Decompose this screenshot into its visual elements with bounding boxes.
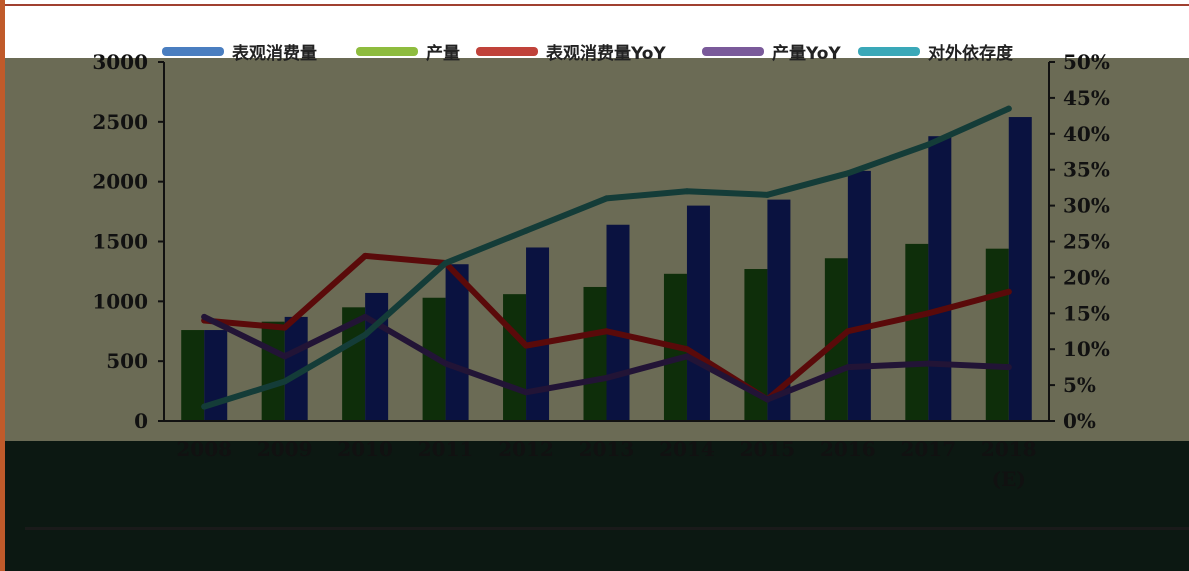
x-tick-label-2014: 2014 (659, 437, 715, 461)
point-import-dependence-2018 (1005, 105, 1012, 112)
left-tick-label-0: 0 (134, 409, 148, 433)
point-import-dependence-2015 (764, 191, 771, 198)
x-axis-ticks: 2008 2009 2010 2011 2012 2013 2014 2015 2016 2017… (176, 437, 1036, 491)
legend-swatch-production-yoy (702, 47, 764, 56)
bar-apparent-consumption-2018 (1008, 117, 1032, 422)
right-tick-label-4: 20% (1063, 265, 1110, 289)
point-production-yoy-2009 (281, 353, 288, 360)
x-tick-label-2010: 2010 (337, 437, 393, 461)
point-production-yoy-2018 (1005, 364, 1012, 371)
right-tick-label-6: 30% (1063, 194, 1110, 218)
bar-apparent-consumption-2012 (526, 247, 550, 421)
bottom-background (5, 441, 1189, 571)
bar-production-2015 (744, 269, 768, 421)
legend-label-import-dependence: 对外依存度 (928, 43, 1014, 64)
point-import-dependence-2017 (925, 141, 932, 148)
legend: 表观消费量 产量 表观消费量YoY 产量YoY 对外依存度 (162, 43, 1014, 64)
bar-apparent-consumption-2014 (686, 205, 710, 421)
right-tick-label-1: 5% (1063, 373, 1096, 397)
left-tick-label-1000: 1000 (92, 289, 148, 313)
point-import-dependence-2013 (603, 195, 610, 202)
left-axis-ticks: 0 500 1000 1500 2000 2500 3000 (92, 50, 164, 433)
left-tick-label-500: 500 (106, 349, 148, 373)
point-production-yoy-2012 (523, 389, 530, 396)
right-tick-label-9: 45% (1063, 86, 1110, 110)
left-tick-label-2000: 2000 (92, 170, 148, 194)
x-tick-label-2016: 2016 (820, 437, 876, 461)
point-production-yoy-2015 (764, 396, 771, 403)
point-apparent-consumption-yoy-2018 (1005, 288, 1012, 295)
point-apparent-consumption-yoy-2014 (683, 346, 690, 353)
point-import-dependence-2016 (844, 170, 851, 177)
point-apparent-consumption-yoy-2016 (844, 328, 851, 335)
right-tick-label-10: 50% (1063, 50, 1110, 74)
bar-apparent-consumption-2016 (847, 170, 871, 421)
point-production-yoy-2017 (925, 360, 932, 367)
point-production-yoy-2008 (201, 313, 208, 320)
legend-label-production-yoy: 产量YoY (772, 43, 841, 64)
line-layer (201, 105, 1012, 410)
right-tick-label-0: 0% (1063, 409, 1096, 433)
bar-production-2017 (905, 243, 929, 421)
point-import-dependence-2009 (281, 378, 288, 385)
bar-apparent-consumption-2017 (928, 136, 952, 421)
left-tick-label-1500: 1500 (92, 230, 148, 254)
x-tick-label-2017: 2017 (900, 437, 956, 461)
point-apparent-consumption-yoy-2012 (523, 342, 530, 349)
top-frame-line (0, 0, 1189, 6)
point-production-yoy-2014 (683, 353, 690, 360)
right-tick-label-8: 40% (1063, 122, 1110, 146)
bar-production-2013 (583, 286, 607, 421)
right-tick-label-3: 15% (1063, 301, 1110, 325)
point-production-yoy-2013 (603, 374, 610, 381)
legend-label-apparent-consumption-yoy: 表观消费量YoY (546, 43, 666, 64)
point-production-yoy-2011 (442, 360, 449, 367)
point-import-dependence-2012 (523, 227, 530, 234)
x-tick-label-2018: 2018 (981, 437, 1037, 461)
x-tick-label-2008: 2008 (176, 437, 232, 461)
x-tick-label-2012: 2012 (498, 437, 554, 461)
bar-apparent-consumption-2010 (365, 292, 389, 421)
legend-swatch-production (356, 47, 418, 56)
point-apparent-consumption-yoy-2017 (925, 310, 932, 317)
x-tick-label-2013: 2013 (579, 437, 635, 461)
right-axis-ticks: 0% 5% 10% 15% 20% 25% 30% 35% 40% 45% 50% (1049, 50, 1110, 433)
point-import-dependence-2011 (442, 260, 449, 267)
bottom-divider (25, 527, 1189, 530)
point-import-dependence-2008 (201, 403, 208, 410)
legend-label-apparent-consumption: 表观消费量 (232, 43, 317, 64)
legend-label-production: 产量 (426, 43, 460, 64)
bar-production-2008 (181, 330, 205, 421)
bar-production-2009 (261, 321, 285, 421)
bar-apparent-consumption-2015 (767, 199, 791, 421)
legend-swatch-apparent-consumption (162, 47, 224, 56)
point-production-yoy-2010 (362, 313, 369, 320)
bar-apparent-consumption-2013 (606, 224, 630, 421)
point-apparent-consumption-yoy-2013 (603, 328, 610, 335)
x-tick-sublabel: (E) (992, 467, 1026, 491)
point-import-dependence-2014 (683, 188, 690, 195)
legend-swatch-apparent-consumption-yoy (476, 47, 538, 56)
left-frame-strip (0, 0, 5, 571)
right-tick-label-5: 25% (1063, 230, 1110, 254)
point-import-dependence-2010 (362, 331, 369, 338)
legend-swatch-import-dependence (858, 47, 920, 56)
x-tick-label-2015: 2015 (740, 437, 796, 461)
left-tick-label-2500: 2500 (92, 110, 148, 134)
bar-apparent-consumption-2011 (445, 264, 469, 421)
right-tick-label-2: 10% (1063, 337, 1110, 361)
point-apparent-consumption-yoy-2010 (362, 252, 369, 259)
point-production-yoy-2016 (844, 364, 851, 371)
bar-production-2018 (985, 248, 1009, 421)
x-tick-label-2009: 2009 (257, 437, 313, 461)
point-apparent-consumption-yoy-2009 (281, 324, 288, 331)
x-tick-label-2011: 2011 (418, 437, 474, 461)
right-tick-label-7: 35% (1063, 158, 1110, 182)
left-tick-label-3000: 3000 (92, 50, 148, 74)
bar-apparent-consumption-2009 (284, 316, 308, 421)
bar-production-2012 (503, 294, 527, 421)
